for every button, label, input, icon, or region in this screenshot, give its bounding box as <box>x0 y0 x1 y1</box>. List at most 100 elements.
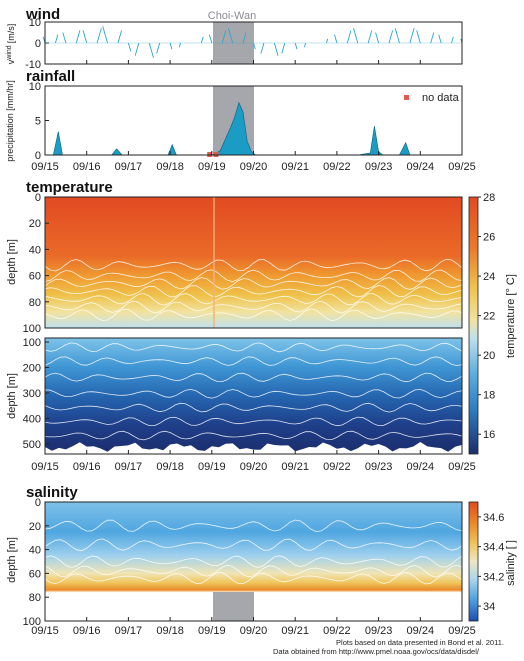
temp-upper-ytick-label: 20 <box>29 218 41 230</box>
wind-ytick-label: -10 <box>25 59 41 71</box>
wind-ylabel-sup: wind <box>6 45 13 61</box>
wind-stick <box>326 38 329 44</box>
wind-ylabel: vwind[m/s] <box>6 24 16 64</box>
temp-colorbar-tick-label: 28 <box>483 192 495 204</box>
wind-stick <box>75 30 81 44</box>
temp-upper-isoline <box>44 277 463 290</box>
temp-lower-ytick-label: 400 <box>23 414 41 426</box>
salinity-ytick-label: 60 <box>29 568 41 580</box>
wind-stick <box>346 30 352 44</box>
sal-colorbar-ticks: 34.6 34.4 34.2 34 <box>478 512 504 613</box>
wind-stick <box>102 26 108 44</box>
wind-stick <box>169 42 173 50</box>
temp-upper-isoline <box>44 308 463 322</box>
salinity-x-ticks <box>44 617 463 621</box>
temp-colorbar-tick-label: 16 <box>483 429 495 441</box>
temp-lower-ytick-label: 100 <box>23 337 41 349</box>
temp-lower-ytick-label: 500 <box>23 439 41 451</box>
storm-label: Choi-Wan <box>208 10 257 22</box>
wind-ytick-label: 0 <box>35 38 41 50</box>
rain-ytick-label: 0 <box>35 150 41 162</box>
date-tick-label: 09/20 <box>240 461 268 473</box>
temp-upper-ytick-label: 0 <box>35 192 41 204</box>
temp-colorbar-tick-label: 18 <box>483 390 495 402</box>
date-tick-label: 09/19 <box>198 625 226 637</box>
wind-title: wind <box>25 6 60 23</box>
temp-lower-isoline <box>44 388 463 399</box>
temp-upper-ytick-label: 60 <box>29 271 41 283</box>
rain-ytick-label: 5 <box>35 116 41 128</box>
date-labels-rain: 09/15 09/16 09/17 09/18 09/19 09/20 09/21 09/22… <box>31 161 476 173</box>
salinity-title: salinity <box>26 484 78 501</box>
temp-upper-isoline <box>44 269 463 283</box>
temp-upper-storm-line <box>213 197 215 328</box>
temp-lower-ytick-label: 200 <box>23 363 41 375</box>
date-tick-label: 09/24 <box>407 625 435 637</box>
date-tick-label: 09/21 <box>281 625 309 637</box>
wind-stick <box>430 32 435 44</box>
wind-ylabel-main: v <box>6 59 16 64</box>
rainfall-title: rainfall <box>26 68 75 85</box>
temp-lower-isoline <box>44 372 463 383</box>
credit-line-1: Plots based on data presented in Bond et… <box>336 638 504 647</box>
rain-y-ticks: 10 5 0 <box>29 81 49 162</box>
date-tick-label: 09/20 <box>240 625 268 637</box>
temp-upper-field <box>45 197 462 328</box>
wind-stick <box>54 34 59 44</box>
salinity-ytick-label: 100 <box>23 616 41 628</box>
wind-stick <box>273 42 279 56</box>
date-tick-label: 09/16 <box>73 625 101 637</box>
wind-stick <box>200 36 204 44</box>
temp-colorbar-tick-label: 20 <box>483 350 495 362</box>
wind-stick <box>148 42 154 58</box>
date-tick-label: 09/17 <box>115 625 143 637</box>
sal-colorbar-tick-label: 34.6 <box>483 512 504 524</box>
credit-line-2: Data obtained from http://www.pmel.noaa.… <box>273 647 480 656</box>
salinity-isoline <box>44 519 463 533</box>
wind-stick <box>388 30 394 44</box>
rain-legend: no data <box>404 92 460 104</box>
date-labels-temperature: 09/15 09/16 09/17 09/18 09/19 09/20 09/21 09/22… <box>31 461 476 473</box>
wind-stick <box>303 42 307 48</box>
date-tick-label: 09/23 <box>365 461 393 473</box>
wind-stick <box>117 30 123 44</box>
date-tick-label: 09/25 <box>448 161 476 173</box>
temp-upper-isoline <box>44 293 463 306</box>
date-labels-salinity: 09/15 09/16 09/17 09/18 09/19 09/20 09/21 09/22… <box>31 625 476 637</box>
sal-colorbar-tick-label: 34.2 <box>483 571 504 583</box>
wind-stick <box>134 42 140 56</box>
temp-upper-y-ticks: 0 20 40 60 80 100 <box>23 192 49 335</box>
wind-stick-series <box>42 26 463 58</box>
rain-area-series <box>45 101 462 156</box>
wind-stick <box>127 42 132 52</box>
date-tick-label: 09/23 <box>365 625 393 637</box>
date-tick-label: 09/22 <box>323 625 351 637</box>
wind-stick <box>242 32 247 44</box>
temp-upper-isoline <box>44 258 463 272</box>
temp-lower-isoline <box>44 402 463 413</box>
wind-stick <box>82 30 88 44</box>
wind-stick <box>409 28 415 44</box>
temp-colorbar <box>468 196 479 455</box>
temp-lower-ytick-label: 300 <box>23 388 41 400</box>
temp-upper-ytick-label: 40 <box>29 244 41 256</box>
temp-lower-y-ticks: 100 200 300 400 500 <box>23 337 49 451</box>
sal-colorbar-label: salinity [ ] <box>505 540 517 586</box>
wind-ytick-label: 10 <box>29 17 41 29</box>
storm-label-group: Choi-Wan <box>208 10 257 22</box>
wind-x-ticks <box>44 60 463 64</box>
temp-upper-frame <box>44 196 463 329</box>
salinity-ytick-label: 20 <box>29 521 41 533</box>
wind-stick <box>96 28 102 44</box>
rain-ylabel: precipitation [mm/hr] <box>5 80 15 162</box>
date-tick-label: 09/22 <box>323 461 351 473</box>
wind-stick <box>227 28 234 44</box>
date-tick-label: 09/21 <box>281 461 309 473</box>
wind-stick <box>294 42 298 50</box>
date-tick-label: 09/15 <box>31 161 59 173</box>
wind-stick <box>221 30 227 44</box>
date-tick-label: 09/23 <box>365 161 393 173</box>
temp-lower-seafloor-mask <box>45 442 462 454</box>
date-tick-label: 09/19 <box>198 161 226 173</box>
temp-upper-ylabel: depth [m] <box>6 239 18 285</box>
